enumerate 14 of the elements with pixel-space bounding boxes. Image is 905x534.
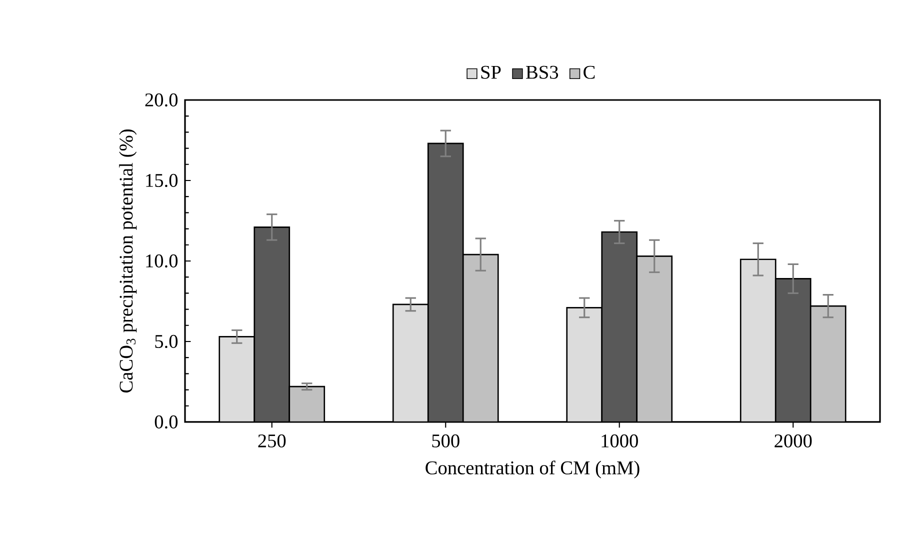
legend-label: C — [584, 66, 595, 79]
legend-label: SP — [481, 66, 501, 79]
x-tick-label: 500 — [432, 434, 460, 448]
x-tick-label: 2000 — [774, 434, 812, 448]
y-axis-title: CaCO$_{3}$ precipitation potential (%) — [119, 130, 137, 392]
y-tick-label: 20.0 — [145, 93, 178, 107]
legend-label: BS3 — [526, 66, 558, 79]
x-tick-label: 1000 — [602, 434, 638, 448]
y-tick-label: 15.0 — [146, 174, 178, 188]
x-axis-title: Concentration of CM (mM) — [426, 460, 640, 478]
y-tick-label: 0.0 — [154, 415, 178, 429]
y-tick-label: 10.0 — [146, 254, 178, 268]
x-tick-label: 250 — [258, 434, 286, 448]
y-tick-label: 5.0 — [155, 334, 178, 348]
